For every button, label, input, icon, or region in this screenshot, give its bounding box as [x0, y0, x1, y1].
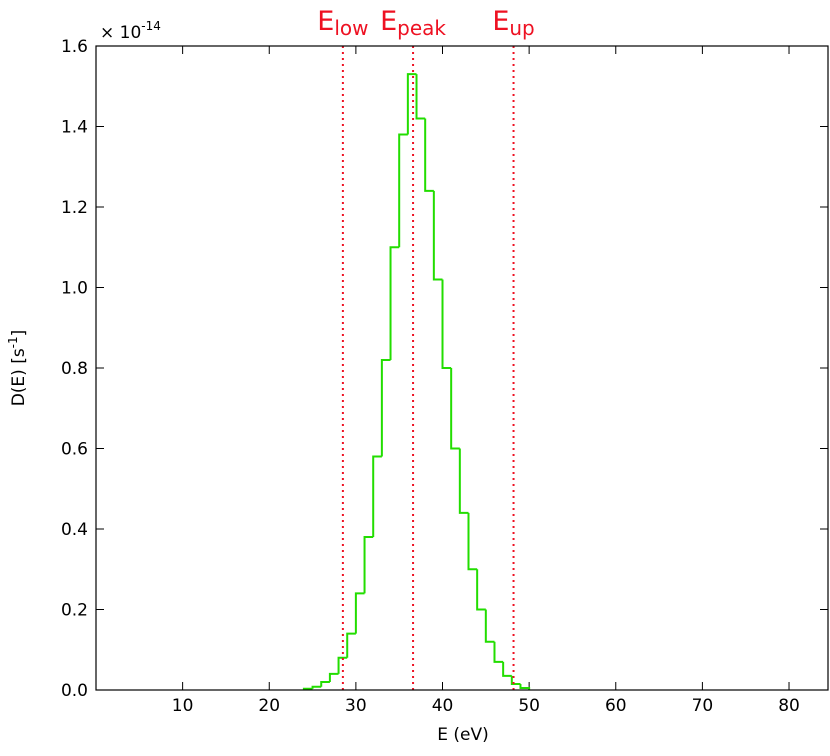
y-tick-label: 1.2	[61, 198, 88, 218]
y-tick-label: 0.4	[61, 520, 88, 540]
x-tick-label: 60	[605, 696, 627, 716]
hist-step	[493, 641, 504, 663]
y-offset-sup: -14	[141, 19, 161, 33]
y-tick-label: 0.6	[61, 440, 88, 460]
x-tick-label: 40	[432, 696, 454, 716]
x-tick-label: 80	[778, 696, 800, 716]
annotation-sub: low	[334, 16, 368, 40]
hist-step	[467, 512, 478, 571]
hist-step	[502, 661, 512, 677]
hist-step	[432, 190, 443, 281]
hist-step	[458, 448, 469, 514]
y-offset: × 10-14	[100, 19, 161, 43]
x-tick-label: 30	[345, 696, 367, 716]
hist-step	[311, 685, 322, 689]
y-tick-label: 1.0	[61, 279, 88, 299]
y-tick-label: 0.0	[61, 681, 88, 701]
annotation-text: E	[380, 6, 397, 37]
hist-step	[406, 73, 417, 135]
annotation-label: Eup	[492, 6, 534, 40]
hist-step	[450, 368, 460, 450]
hist-step	[519, 683, 531, 690]
y-axis-label: D(E) [s-1]	[6, 330, 29, 407]
hist-step	[320, 680, 330, 687]
y-axis-label-text: D(E) [s	[9, 348, 29, 406]
y-axis-label-sup: -1	[6, 336, 20, 348]
hist-step	[476, 569, 486, 611]
y-tick-label: 0.8	[61, 359, 88, 379]
x-tick-label: 70	[692, 696, 714, 716]
hist-step	[510, 675, 521, 685]
annotation-label: Epeak	[380, 6, 446, 40]
hist-step	[484, 609, 495, 643]
x-tick-label: 10	[172, 696, 194, 716]
hist-step	[372, 455, 382, 538]
y-tick-label: 1.4	[61, 118, 88, 138]
x-tick-label: 20	[258, 696, 280, 716]
y-axis-label-suffix: ]	[9, 330, 29, 337]
hist-step	[346, 632, 356, 658]
hist-step	[328, 672, 339, 682]
hist-step	[337, 656, 348, 674]
x-axis-label: E (eV)	[437, 725, 489, 745]
hist-step	[389, 246, 400, 360]
hist-step	[363, 536, 374, 594]
y-tick-label: 1.6	[61, 37, 88, 57]
y-tick-label: 0.2	[61, 601, 88, 621]
plot-frame	[95, 45, 829, 691]
hist-step	[441, 279, 452, 369]
annotation-label: Elow	[317, 6, 368, 40]
hist-step	[380, 358, 391, 457]
annotation-text: E	[317, 6, 334, 37]
hist-step	[415, 74, 426, 120]
hist-step	[354, 592, 365, 634]
annotation-text: E	[492, 6, 509, 37]
y-offset-text: × 10	[100, 23, 141, 43]
hist-step	[398, 133, 408, 248]
annotation-sub: up	[509, 16, 534, 40]
annotation-sub: peak	[397, 16, 446, 40]
x-tick-label: 50	[518, 696, 540, 716]
hist-step	[424, 118, 434, 192]
